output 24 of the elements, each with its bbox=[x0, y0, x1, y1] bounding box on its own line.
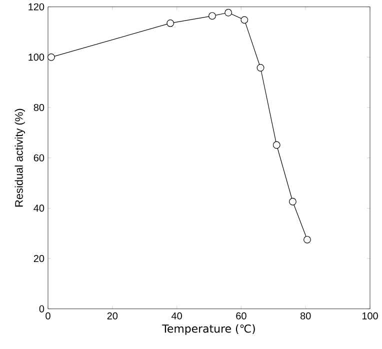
point bbox=[48, 54, 55, 61]
point bbox=[224, 9, 232, 16]
point bbox=[256, 64, 264, 72]
point bbox=[208, 12, 216, 20]
point bbox=[272, 141, 280, 149]
x-tick-label: 40 bbox=[171, 312, 182, 320]
x-tick-label: 100 bbox=[362, 312, 378, 320]
y-tick-label: 120 bbox=[28, 3, 44, 10]
y-axis-title: Residual activity (%) bbox=[14, 108, 26, 207]
x-tick-label: 0 bbox=[46, 312, 50, 320]
y-tick-label: 40 bbox=[34, 204, 44, 212]
x-tick-label: 20 bbox=[107, 312, 118, 320]
y-tick-label: 20 bbox=[34, 255, 44, 262]
y-tick-label: 60 bbox=[34, 154, 44, 162]
point bbox=[166, 20, 174, 27]
y-tick-label: 100 bbox=[28, 54, 44, 61]
point bbox=[240, 16, 248, 24]
x-axis-title: Temperature (℃) bbox=[162, 324, 255, 335]
x-tick-label: 80 bbox=[300, 312, 311, 320]
y-tick-label: 0 bbox=[39, 305, 44, 312]
x-tick-label: 60 bbox=[236, 312, 246, 320]
point bbox=[304, 236, 311, 244]
y-tick-label: 80 bbox=[34, 104, 44, 112]
point bbox=[289, 198, 296, 206]
